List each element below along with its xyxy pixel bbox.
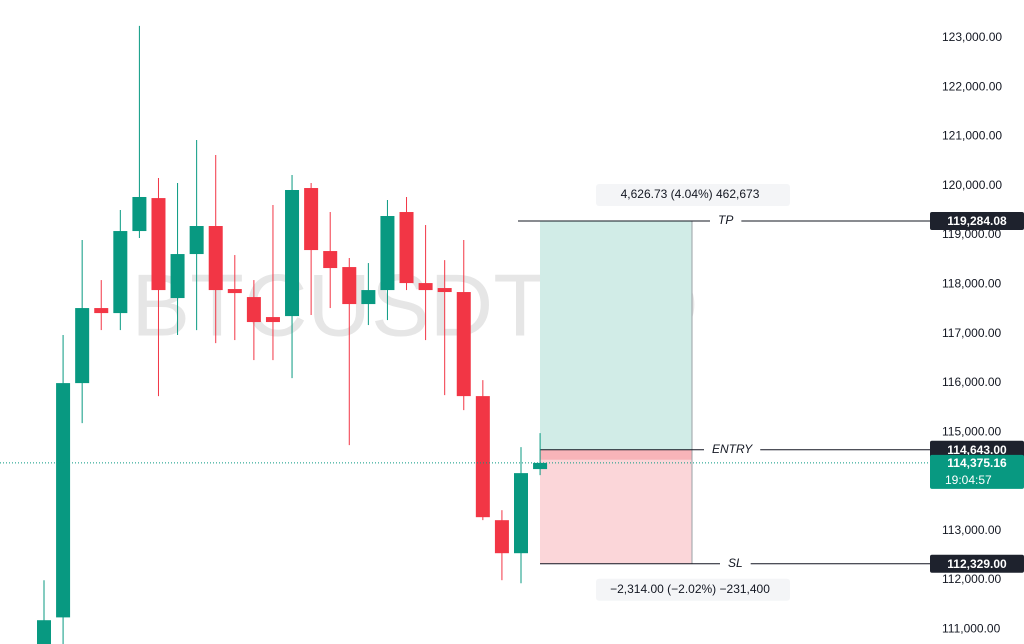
- candle-body: [494, 520, 509, 554]
- y-tick-label: 120,000.00: [942, 178, 1002, 192]
- candle-body: [285, 189, 300, 317]
- y-tick-label: 113,000.00: [942, 523, 1001, 537]
- sl-price-label: 112,329.00: [947, 557, 1007, 571]
- candle-body: [475, 396, 490, 518]
- last-price-label: 114,375.16: [947, 456, 1007, 470]
- candle-body: [342, 267, 357, 305]
- countdown: 19:04:57: [945, 473, 992, 487]
- y-tick-label: 111,000.00: [942, 621, 1001, 635]
- loss_text-badge: [596, 578, 790, 601]
- y-tick-label: 118,000.00: [942, 276, 1001, 290]
- profit-zone: [540, 221, 692, 450]
- candle-body: [189, 226, 204, 255]
- tp-price-tag: [930, 212, 1024, 231]
- entry-band: [540, 449, 692, 460]
- candle-body: [151, 198, 166, 291]
- candle-body: [399, 212, 414, 284]
- candle-body: [132, 196, 147, 232]
- candle-body: [418, 283, 433, 291]
- candle-body: [56, 383, 71, 618]
- tp-name: TP: [718, 213, 733, 227]
- candle-body: [456, 292, 471, 397]
- candle-body: [533, 462, 548, 470]
- y-tick-label: 112,000.00: [942, 572, 1001, 586]
- loss-zone: [540, 449, 692, 564]
- candle-body: [170, 254, 185, 299]
- candle-body: [94, 308, 109, 314]
- candle-body: [37, 620, 51, 644]
- entry-price-tag: [930, 440, 1024, 459]
- candle-body: [113, 231, 128, 314]
- candle-body: [437, 288, 452, 293]
- candle-body: [265, 317, 280, 323]
- profit_text: 4,626.73 (4.04%) 462,673: [621, 187, 760, 201]
- candle-body: [304, 188, 319, 251]
- candle-body: [514, 473, 528, 554]
- candle-body: [208, 226, 223, 291]
- candle-body: [380, 216, 395, 291]
- tp-price-label: 119,284.08: [947, 214, 1007, 228]
- y-tick-label: 115,000.00: [942, 424, 1001, 438]
- y-tick-label: 122,000.00: [942, 79, 1002, 93]
- loss_text: −2,314.00 (−2.02%) −231,400: [610, 582, 770, 596]
- last-price-tag: [930, 454, 1024, 489]
- candle-body: [75, 308, 90, 384]
- y-tick-label: 121,000.00: [942, 129, 1002, 143]
- candle-body: [323, 251, 338, 269]
- profit_text-badge: [596, 184, 790, 207]
- y-tick-label: 123,000.00: [942, 30, 1002, 44]
- sl-price-tag: [930, 554, 1024, 573]
- y-tick-label: 116,000.00: [942, 375, 1001, 389]
- candle-body: [361, 290, 376, 305]
- y-tick-label: 119,000.00: [942, 227, 1001, 241]
- candle-body: [227, 289, 242, 294]
- y-tick-label: 117,000.00: [942, 326, 1001, 340]
- sl-name: SL: [728, 556, 743, 570]
- entry-price-label: 114,643.00: [947, 443, 1007, 457]
- entry-name: ENTRY: [712, 442, 753, 456]
- candle-body: [246, 297, 261, 323]
